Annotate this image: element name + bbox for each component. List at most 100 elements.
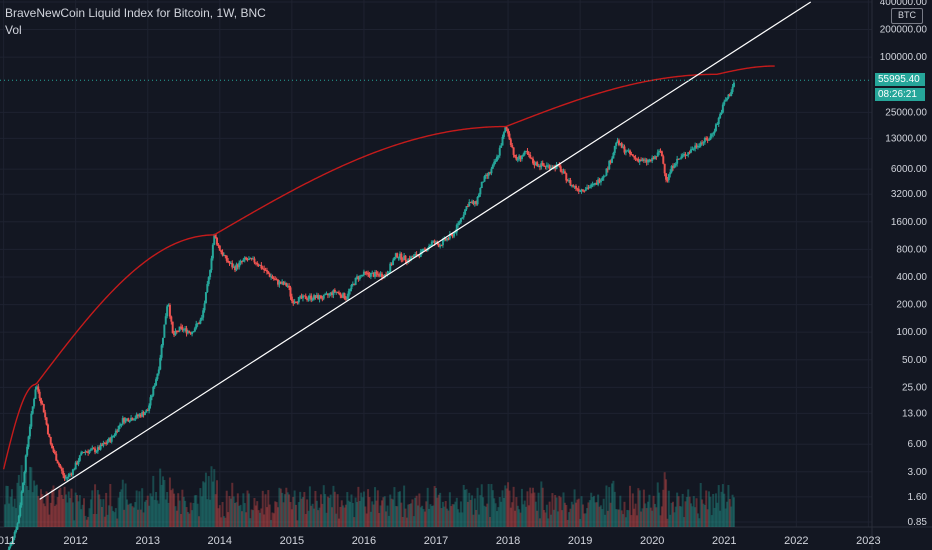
volume-bar [361, 497, 364, 527]
volume-bar [206, 499, 209, 527]
candle-body [378, 274, 381, 277]
volume-bar [684, 501, 687, 527]
volume-bar [645, 508, 648, 527]
volume-bar [626, 509, 629, 527]
candle-body [656, 152, 659, 157]
volume-bar [710, 515, 713, 527]
candle-body [505, 127, 508, 129]
volume-bar [619, 495, 622, 527]
candle-body [544, 165, 547, 168]
candle-body [78, 455, 81, 461]
price-tick-label: 3.00 [908, 467, 928, 478]
currency-badge[interactable]: BTC [891, 8, 923, 24]
time-axis[interactable]: 2011 2012 2013 2014 2015 2016 2017 2018 2019 2020… [0, 535, 881, 547]
volume-bar [317, 510, 320, 527]
candle-body [615, 142, 618, 146]
volume-bar [131, 506, 134, 527]
candle-body [328, 293, 331, 296]
volume-bar [339, 506, 342, 527]
volume-bar [121, 479, 124, 527]
volume-bar [425, 501, 428, 527]
candle-body [281, 281, 284, 284]
candle-body [240, 261, 243, 263]
price-tick-label: 25000.00 [885, 107, 927, 118]
volume-bar [576, 499, 579, 527]
candle-body [550, 167, 553, 170]
volume-bar [411, 499, 414, 527]
candle-body [130, 417, 133, 421]
candle-body [414, 254, 417, 256]
volume-bar [156, 500, 159, 527]
candle-body [577, 188, 580, 192]
volume-bar [472, 514, 475, 527]
candle-body [405, 260, 408, 263]
volume-bar [161, 476, 164, 527]
candle-body [727, 94, 730, 99]
candle-body [12, 537, 15, 542]
volume-bar [543, 510, 546, 527]
volume-bar [612, 480, 615, 527]
volume-bar [272, 513, 275, 527]
volume-bar [179, 514, 182, 527]
candle-body [466, 206, 469, 208]
volume-bar [519, 512, 522, 527]
candle-body [608, 160, 611, 170]
volume-bar [550, 514, 553, 527]
volume-bar [640, 511, 643, 527]
price-tick-label: 13.00 [902, 408, 927, 419]
candle-body [581, 189, 584, 191]
volume-bar [595, 502, 598, 527]
candle-body [508, 133, 511, 140]
candle-body [509, 139, 512, 146]
volume-bar [37, 495, 40, 527]
volume-bar [153, 499, 156, 527]
volume-bar [117, 497, 120, 527]
candle-body [507, 128, 510, 134]
candle-body [232, 266, 235, 268]
volume-bar [124, 483, 127, 527]
volume-bar [192, 502, 195, 527]
price-axis[interactable]: 400000.00 200000.00 100000.00 25000.00 13000… [880, 0, 928, 528]
volume-bar [483, 505, 486, 527]
volume-bar [91, 490, 94, 527]
candle-body [271, 276, 274, 279]
volume-bar [447, 510, 450, 527]
candle-body [128, 420, 131, 422]
volume-bar [493, 498, 496, 527]
volume-bar [691, 506, 694, 527]
volume-bar [597, 494, 600, 527]
volume-bar [289, 502, 292, 527]
volume-indicator-label[interactable]: Vol [5, 23, 22, 37]
volume-bar [561, 510, 564, 527]
volume-bar [333, 491, 336, 527]
candle-body [490, 168, 493, 174]
candle-body [732, 82, 735, 87]
candle-body [181, 326, 184, 331]
volume-bar [533, 492, 536, 527]
volume-bar [311, 503, 314, 527]
candle-body [258, 264, 261, 266]
volume-bar [200, 496, 203, 527]
volume-bar [724, 508, 727, 527]
volume-bar [404, 508, 407, 527]
chart-title: BraveNewCoin Liquid Index for Bitcoin, 1… [5, 6, 266, 20]
candle-body [498, 147, 501, 156]
volume-bar [518, 509, 521, 527]
volume-bar [257, 510, 260, 527]
candle-body [613, 145, 616, 153]
candle-body [106, 441, 109, 444]
candle-body [123, 418, 126, 423]
candle-body [447, 238, 450, 240]
candle-body [702, 142, 705, 144]
volume-bar [613, 491, 616, 527]
candle-body [195, 323, 198, 329]
candle-body [604, 175, 607, 177]
volume-bar [681, 493, 684, 527]
candle-body [167, 304, 170, 307]
candle-body [548, 165, 551, 170]
volume-bar [106, 514, 109, 527]
volume-bar [211, 481, 214, 527]
drawing-overlays [0, 1, 872, 500]
candle-body [408, 258, 411, 261]
